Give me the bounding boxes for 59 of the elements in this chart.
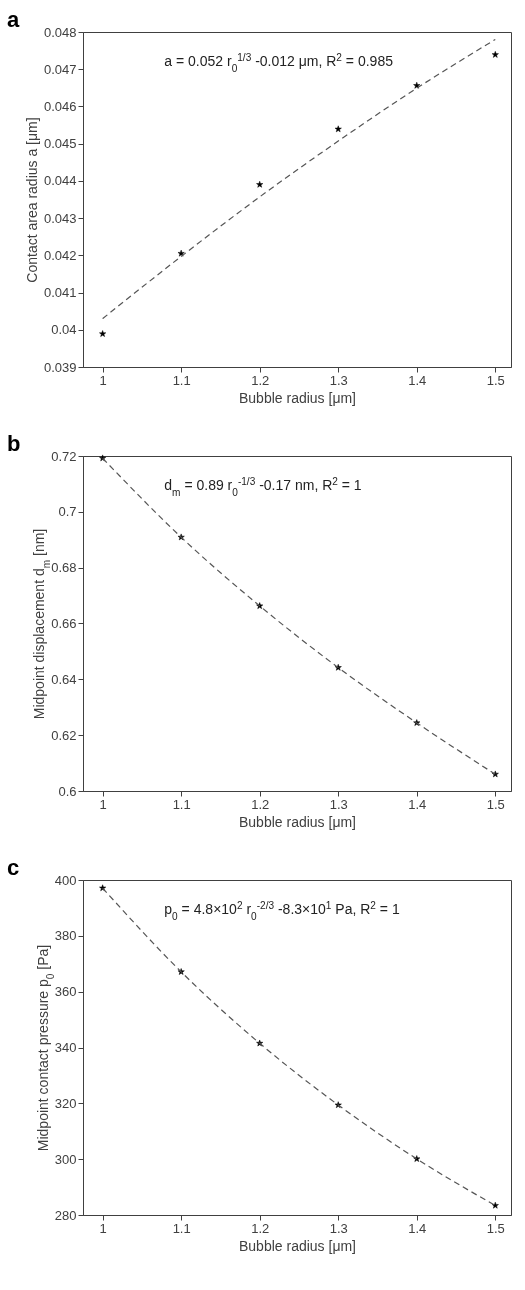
x-tick-label: 1	[99, 1220, 107, 1236]
annotation: d$_{m}$ = 0.89 r$_{0}$$^{-1/3}$ -0.17 nm, R$^{2}$ = 1	[164, 475, 362, 498]
x-tick-label: 1.5	[486, 796, 505, 812]
line-series	[102, 38, 496, 320]
y-tick-label: 0.048	[43, 24, 77, 40]
y-tick-label: 320	[54, 1095, 77, 1111]
chart-title: a	[7, 7, 20, 32]
x-tick-label: 1.1	[172, 372, 191, 388]
x-axis-title: Bubble radius [μm]	[238, 389, 357, 406]
annotation: a = 0.052 r$_{0}$$^{1/3}$ -0.012 μm, R$^{2}$ = 0.985	[164, 51, 394, 74]
x-tick-label: 1.5	[486, 372, 505, 388]
x-tick-label: 1.2	[251, 372, 270, 388]
point	[177, 249, 185, 257]
x-tick-label: 1	[99, 796, 107, 812]
y-tick-label: 380	[54, 928, 77, 944]
x-tick-label: 1.1	[172, 796, 191, 812]
y-tick-label: 0.039	[43, 359, 77, 375]
y-tick-label: 0.04	[51, 322, 77, 338]
x-tick-label: 1.4	[408, 1220, 427, 1236]
y-tick-label: 0.68	[51, 560, 77, 576]
y-tick-label: 300	[54, 1151, 77, 1167]
x-tick-label: 1	[99, 372, 107, 388]
text: p$_{0}$ = 4.8×10$^{2}$ r$_{0}$$^{-2/3}$ -8.3×10$^{1}$ Pa, R$^{2}$ = 1	[164, 899, 400, 922]
y-tick-label: 0.046	[43, 98, 77, 114]
point	[334, 125, 342, 133]
x-tick-label: 1.2	[251, 796, 270, 812]
chart-title: c	[7, 855, 20, 880]
y-tick-label: 0.044	[43, 173, 77, 189]
x-tick-label: 1.3	[329, 372, 348, 388]
y-tick-label: 0.043	[43, 210, 77, 226]
y-tick-label: 0.64	[51, 671, 77, 687]
y-tick-label: 0.6	[58, 783, 77, 799]
y-tick-label: 0.041	[43, 285, 77, 301]
y-tick-label: 0.62	[51, 727, 77, 743]
point	[256, 181, 264, 188]
y-tick-label: 280	[54, 1207, 77, 1223]
x-tick-label: 1.3	[329, 796, 348, 812]
point	[491, 1201, 499, 1209]
y-axis-title: Contact area radius a [μm]	[23, 117, 40, 283]
y-tick-label: 0.042	[43, 247, 77, 263]
x-tick-label: 1.4	[408, 372, 427, 388]
y-tick-label: 0.7	[58, 504, 77, 520]
x-tick-label: 1.3	[329, 1220, 348, 1236]
y-tick-label: 0.72	[51, 448, 77, 464]
y-tick-label: 360	[54, 984, 77, 1000]
y-tick-label: 0.045	[43, 136, 77, 152]
x-tick-label: 1.1	[172, 1220, 191, 1236]
x-axis-title: Bubble radius [μm]	[238, 1237, 357, 1254]
y-tick-label: 400	[54, 872, 77, 888]
y-tick-label: 0.66	[51, 616, 77, 631]
x-tick-label: 1.4	[408, 796, 427, 812]
x-axis-title: Bubble radius [μm]	[238, 813, 357, 830]
x-tick-label: 1.2	[251, 1220, 270, 1236]
y-tick-label: 0.047	[43, 61, 77, 77]
point	[99, 330, 107, 337]
point	[491, 51, 499, 58]
y-tick-label: 340	[54, 1040, 77, 1055]
x-tick-label: 1.5	[486, 1220, 505, 1236]
chart-title: b	[7, 431, 21, 456]
